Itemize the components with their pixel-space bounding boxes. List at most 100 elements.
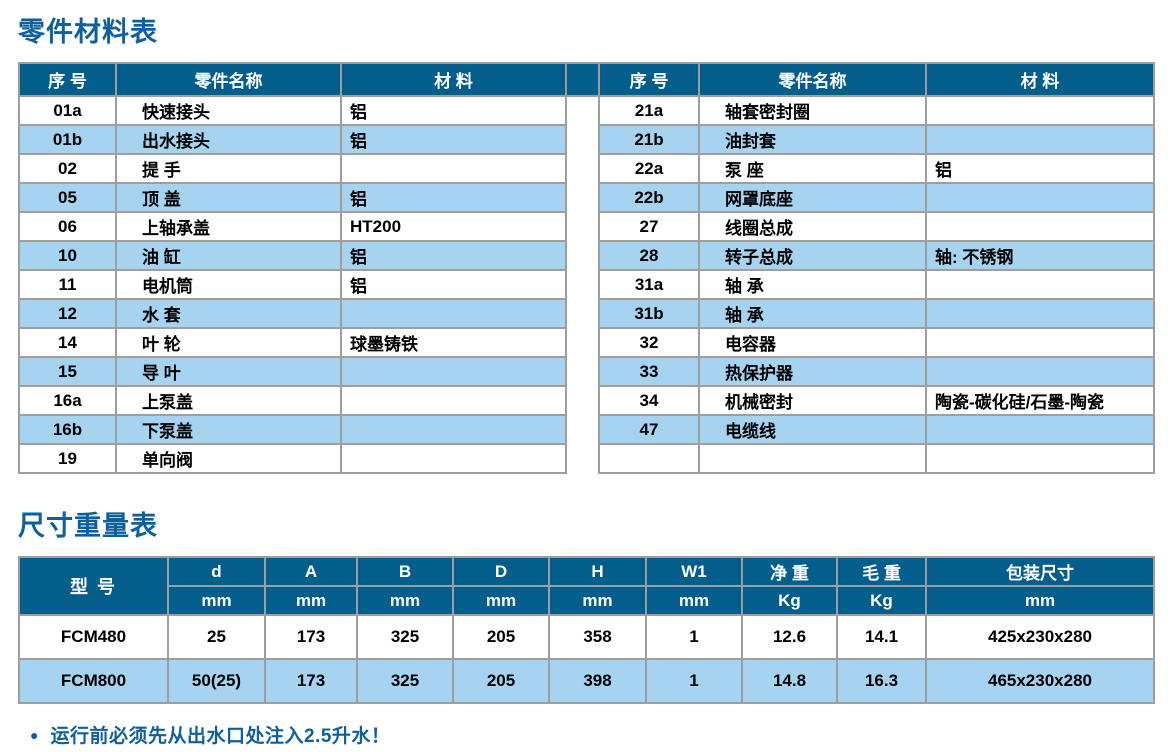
part-material [340, 443, 567, 474]
dimension-column-label: W1 [645, 556, 743, 587]
value-h: 358 [548, 614, 647, 660]
parts-table-header: 序 号 零件名称 材 料 序 号 零件名称 材 料 [18, 62, 1155, 97]
dimension-column-label: H [548, 556, 647, 587]
dimension-column-label: D [452, 556, 550, 587]
part-material [340, 356, 567, 387]
part-material: 铝 [340, 95, 567, 126]
row-spacer [566, 386, 599, 415]
value-w1: 1 [645, 614, 743, 660]
dimension-column-unit: mm [548, 585, 647, 616]
part-material [925, 124, 1155, 155]
part-name: 提 手 [115, 153, 342, 184]
value-d2: 205 [452, 614, 550, 660]
part-no: 22b [598, 182, 700, 213]
part-no: 34 [598, 385, 700, 416]
part-no: 02 [18, 153, 117, 184]
part-no: 05 [18, 182, 117, 213]
parts-table-row: 14 叶 轮 球墨铸铁 32 电容器 [18, 327, 1155, 358]
header-name-right: 零件名称 [698, 62, 927, 97]
part-material: 球墨铸铁 [340, 327, 567, 358]
part-material [340, 153, 567, 184]
parts-table-row: 05 顶 盖 铝 22b 网罩底座 [18, 182, 1155, 213]
part-material: 铝 [340, 124, 567, 155]
row-spacer [566, 415, 599, 444]
part-name: 电容器 [698, 327, 927, 358]
part-name: 泵 座 [698, 153, 927, 184]
part-no: 22a [598, 153, 700, 184]
part-name: 轴 承 [698, 298, 927, 329]
part-no: 32 [598, 327, 700, 358]
part-material [925, 414, 1155, 445]
value-a: 173 [264, 614, 358, 660]
part-no: 28 [598, 240, 700, 271]
parts-table-row: 01b 出水接头 铝 21b 油封套 [18, 124, 1155, 155]
row-spacer [566, 183, 599, 212]
header-name-left: 零件名称 [115, 62, 342, 97]
model-name: FCM800 [18, 658, 169, 704]
value-net-weight: 14.8 [741, 658, 838, 704]
part-no: 16a [18, 385, 117, 416]
part-no: 10 [18, 240, 117, 271]
part-no: 11 [18, 269, 117, 300]
model-name: FCM480 [18, 614, 169, 660]
part-material: 铝 [340, 182, 567, 213]
row-spacer [566, 96, 599, 125]
dimension-column-label: B [356, 556, 454, 587]
dimension-column-unit: mm [356, 585, 454, 616]
part-name: 电机筒 [115, 269, 342, 300]
part-name: 油封套 [698, 124, 927, 155]
dimensions-table-row: FCM800 50(25) 173 325 205 398 1 14.8 16.… [18, 658, 1155, 704]
value-package-size: 465x230x280 [925, 658, 1155, 704]
header-no-right: 序 号 [598, 62, 700, 97]
part-material: HT200 [340, 211, 567, 242]
row-spacer [566, 125, 599, 154]
dimension-label-row: 型 号 d A B D H W1 净 重 毛 重 [18, 556, 1155, 616]
part-material: 铝 [340, 240, 567, 271]
header-material-left: 材 料 [340, 62, 567, 97]
value-d: 25 [167, 614, 266, 660]
dimension-column-unit: mm [264, 585, 358, 616]
part-name: 单向阀 [115, 443, 342, 474]
bullet-icon: ● [30, 726, 39, 743]
dimensions-table-body: FCM480 25 173 325 205 358 1 12.6 14.1 42… [18, 614, 1155, 704]
parts-table-row: 01a 快速接头 铝 21a 轴套密封圈 [18, 95, 1155, 126]
value-d: 50(25) [167, 658, 266, 704]
parts-material-table: 序 号 零件名称 材 料 序 号 零件名称 材 料 01a 快速接头 铝 21a… [18, 62, 1155, 474]
part-name: 线圈总成 [698, 211, 927, 242]
value-b: 325 [356, 614, 454, 660]
dimension-column-unit: mm [452, 585, 550, 616]
dimension-unit-row: mm mm mm mm mm mm Kg Kg mm [19, 585, 1155, 616]
parts-table-row: 02 提 手 22a 泵 座 铝 [18, 153, 1155, 184]
value-h: 398 [548, 658, 647, 704]
part-material [925, 269, 1155, 300]
dimensions-table-header: 型 号 d A B D H W1 净 重 毛 重 [18, 556, 1155, 616]
value-gross-weight: 14.1 [836, 614, 927, 660]
header-no-left: 序 号 [18, 62, 117, 97]
header-model: 型 号 [18, 556, 169, 616]
part-material [925, 211, 1155, 242]
spacer-gap [18, 474, 1154, 500]
part-name: 顶 盖 [115, 182, 342, 213]
part-material [925, 182, 1155, 213]
part-name: 电缆线 [698, 414, 927, 445]
part-name: 叶 轮 [115, 327, 342, 358]
row-spacer [566, 357, 599, 386]
part-no: 15 [18, 356, 117, 387]
dimension-column-unit: mm [645, 585, 743, 616]
value-a: 173 [264, 658, 358, 704]
dimension-column-label: 净 重 [741, 556, 838, 587]
part-material [925, 95, 1155, 126]
part-material [340, 414, 567, 445]
part-no: 01b [18, 124, 117, 155]
part-material [925, 298, 1155, 329]
parts-table-row: 19 单向阀 [18, 443, 1155, 474]
part-name: 上轴承盖 [115, 211, 342, 242]
value-d2: 205 [452, 658, 550, 704]
parts-table-row: 15 导 叶 33 热保护器 [18, 356, 1155, 387]
parts-table-row: 12 水 套 31b 轴 承 [18, 298, 1155, 329]
part-no [598, 443, 700, 474]
row-spacer [566, 154, 599, 183]
part-no: 06 [18, 211, 117, 242]
part-name: 机械密封 [698, 385, 927, 416]
